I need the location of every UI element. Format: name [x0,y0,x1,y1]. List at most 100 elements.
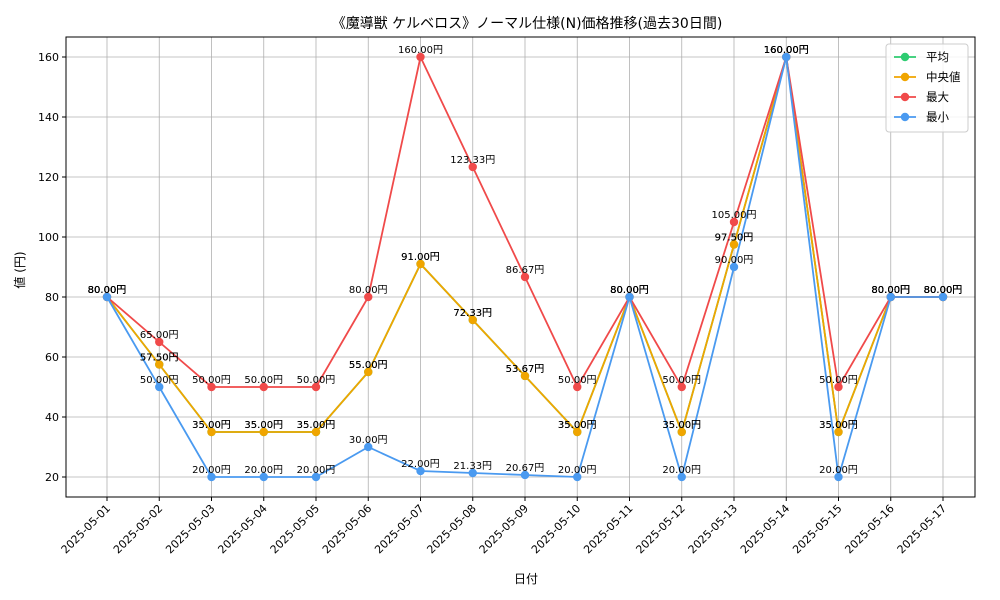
data-label: 35.00円 [297,420,336,431]
series-point [416,52,425,62]
series-point [155,360,164,369]
y-tick-label: 140 [38,111,59,124]
data-label: 80.00円 [610,285,649,296]
data-label: 50.00円 [192,375,231,386]
x-tick-label: 2025-05-04 [215,502,269,556]
data-label: 20.00円 [244,465,283,476]
legend-marker [900,72,910,82]
x-tick-label: 2025-05-05 [268,502,322,556]
data-label: 53.67円 [506,364,545,375]
x-tick-label: 2025-05-13 [686,502,740,556]
data-label: 35.00円 [558,420,597,431]
series-point [834,472,843,482]
series-point [573,382,582,392]
data-label: 50.00円 [244,375,283,386]
data-label: 80.00円 [924,285,963,296]
legend-marker [900,92,910,102]
data-label: 65.00円 [140,330,179,341]
data-label: 91.00円 [401,252,440,263]
data-label: 97.50円 [715,233,754,244]
series-point [468,162,477,172]
axis-ticks: 2025-05-012025-05-022025-05-032025-05-04… [38,51,949,556]
y-tick-label: 100 [38,231,59,244]
data-label: 55.00円 [349,360,388,371]
series-point [468,315,477,325]
series-point [834,427,843,437]
series-point [573,427,582,437]
x-tick-label: 2025-05-16 [842,502,896,556]
data-label: 35.00円 [819,420,858,431]
legend-label: 最小 [926,110,949,124]
chart-title: 《魔導獣 ケルベロス》ノーマル仕様(N)価格推移(過去30日間) [332,16,723,32]
data-label: 55.00円 [349,360,388,371]
data-label: 72.33円 [453,308,492,319]
data-label: 20.67円 [506,463,545,474]
series-point [520,371,530,381]
legend-label: 最大 [926,90,949,104]
data-label: 35.00円 [244,420,283,431]
series-point [729,262,739,272]
data-label: 105.00円 [712,210,757,221]
data-label: 80.00円 [88,285,127,296]
data-label: 57.50円 [140,352,179,363]
data-label: 80.00円 [88,285,127,296]
series-point [259,382,268,392]
data-label: 35.00円 [819,420,858,431]
data-label: 80.00円 [610,285,649,296]
y-tick-label: 60 [45,351,59,364]
data-label: 50.00円 [662,375,701,386]
series-point [416,259,425,269]
data-label: 53.67円 [506,364,545,375]
y-tick-label: 80 [45,291,59,304]
data-label: 80.00円 [871,285,910,296]
series-point [677,427,686,437]
data-label: 35.00円 [662,420,701,431]
data-label: 35.00円 [192,420,231,431]
data-label: 30.00円 [349,435,388,446]
series-point [520,470,530,480]
x-tick-label: 2025-05-15 [790,502,844,556]
x-tick-label: 2025-05-01 [59,502,113,556]
series-point [834,382,843,392]
series-point [155,382,164,392]
series-point [311,382,321,392]
series-point [625,292,634,302]
x-tick-label: 2025-05-14 [738,502,792,556]
y-tick-label: 120 [38,171,59,184]
series-point [729,240,739,249]
series-point [155,337,164,347]
series-point [782,52,791,62]
data-label: 20.00円 [297,465,336,476]
data-label: 20.00円 [819,465,858,476]
y-tick-label: 160 [38,51,59,64]
x-axis-label: 日付 [514,572,538,586]
data-label: 80.00円 [88,285,127,296]
data-label: 160.00円 [764,45,809,56]
data-label: 80.00円 [88,285,127,296]
x-tick-label: 2025-05-10 [529,502,583,556]
plot-frame [65,36,976,498]
x-tick-label: 2025-05-09 [477,502,531,556]
data-label: 50.00円 [140,375,179,386]
data-label: 35.00円 [662,420,701,431]
data-label: 80.00円 [349,285,388,296]
series-point [677,382,686,392]
series-point [677,472,686,482]
series-point [259,427,268,437]
series-point [364,292,373,302]
x-tick-label: 2025-05-08 [424,502,478,556]
series-point [259,472,268,482]
data-label: 80.00円 [924,285,963,296]
series-point [207,382,216,392]
data-label: 80.00円 [871,285,910,296]
x-tick-label: 2025-05-07 [372,502,426,556]
data-label: 50.00円 [297,375,336,386]
data-labels: 80.00円 57.50円 35.00円 35.00円 35.00円 55.00円 91.0… [88,45,963,476]
y-tick-label: 40 [45,411,59,424]
series-point [416,466,425,476]
legend-marker [900,52,910,62]
data-label: 21.33円 [453,461,492,472]
data-label: 22.00円 [401,459,440,470]
